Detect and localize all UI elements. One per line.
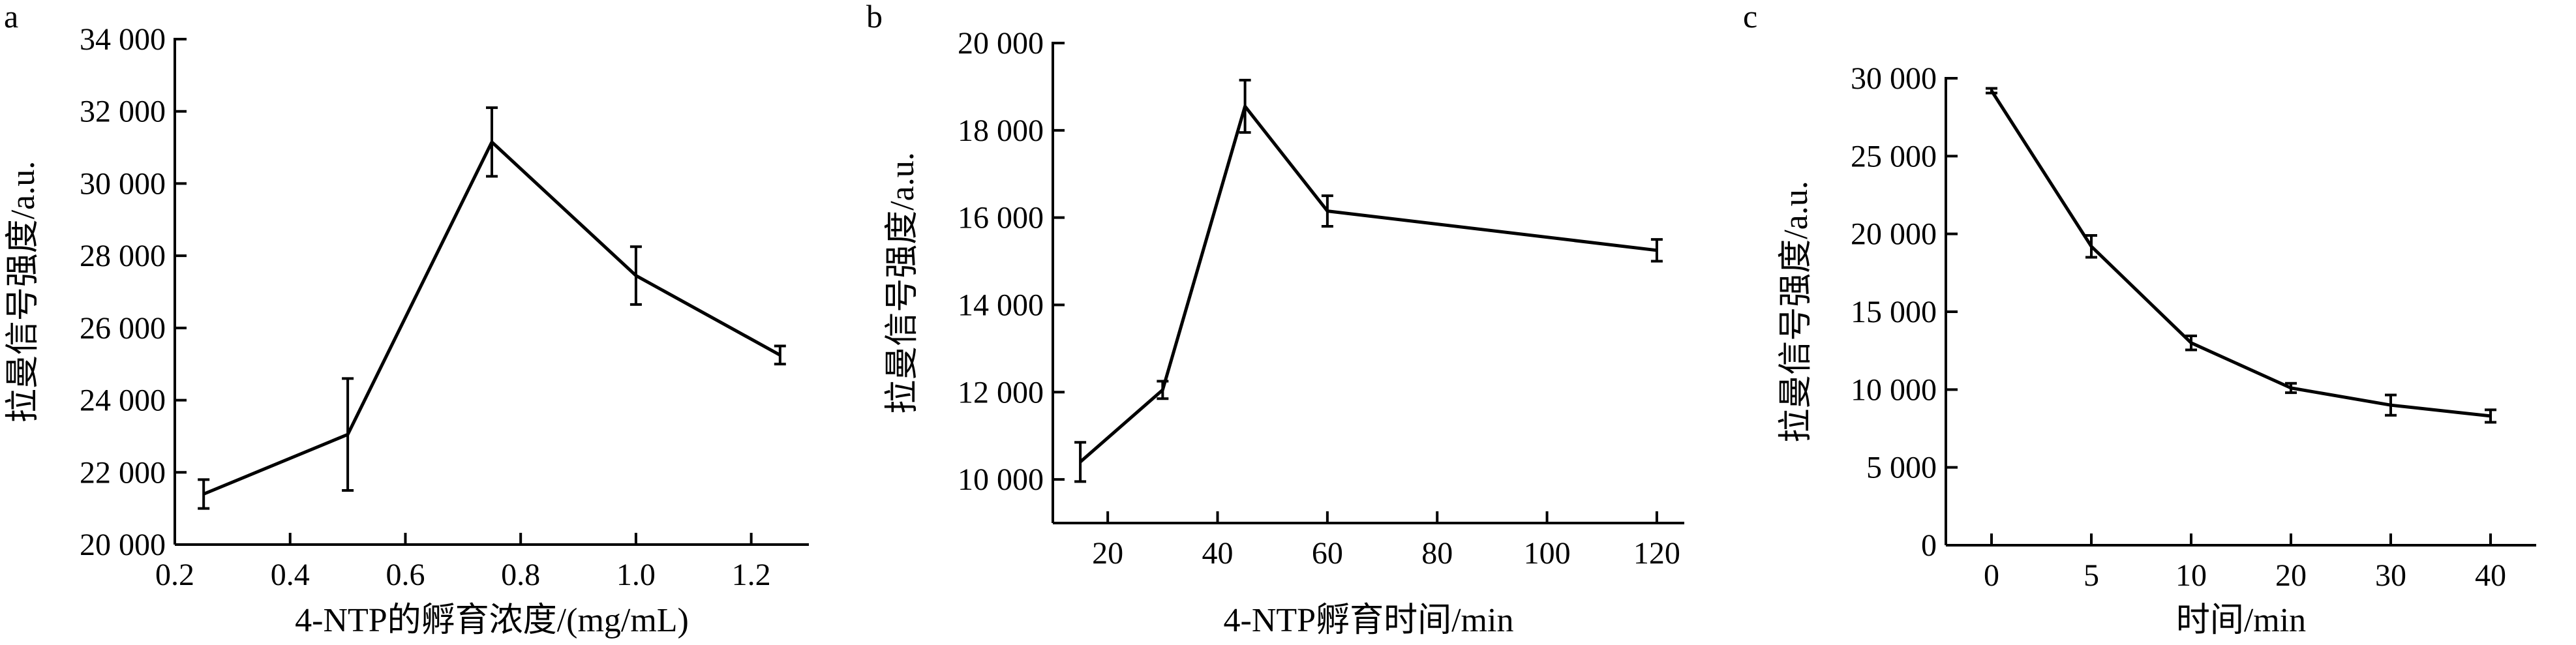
x-tick-label: 0 — [1984, 558, 1999, 593]
y-axis-title: 拉曼信号强度/a.u. — [1778, 181, 1815, 443]
y-tick-label: 10 000 — [958, 462, 1044, 497]
x-tick-label: 30 — [2375, 558, 2406, 593]
x-tick-label: 40 — [1202, 536, 1234, 571]
x-tick-label: 40 — [2475, 558, 2506, 593]
y-tick-label: 28 000 — [80, 239, 166, 273]
y-tick-label: 15 000 — [1851, 295, 1937, 329]
x-tick-label: 0.6 — [386, 558, 425, 592]
y-tick-label: 22 000 — [80, 455, 166, 490]
y-tick-label: 18 000 — [958, 113, 1044, 148]
x-axis-title: 时间/min — [2176, 602, 2306, 639]
y-tick-label: 32 000 — [80, 95, 166, 129]
y-tick-label: 20 000 — [958, 26, 1044, 61]
error-bar — [2385, 393, 2397, 417]
panel-letter: a — [4, 0, 18, 35]
error-bar — [1321, 194, 1333, 228]
y-tick-label: 26 000 — [80, 311, 166, 346]
y-tick-label: 20 000 — [1851, 217, 1937, 252]
panel-c: c 0 5 000 10 000 15 000 20 000 25 000 30 000 0 5 1… — [1743, 0, 2536, 639]
y-tick-label: 12 000 — [958, 375, 1044, 410]
x-tick-label: 60 — [1312, 536, 1343, 571]
x-tick-label: 80 — [1421, 536, 1453, 571]
y-tick-label: 30 000 — [1851, 61, 1937, 96]
y-tick-label: 16 000 — [958, 201, 1044, 235]
x-tick-label: 0.4 — [271, 558, 310, 592]
error-bar — [774, 344, 786, 366]
x-tick-label: 20 — [2275, 558, 2307, 593]
x-tick-label: 1.0 — [616, 558, 656, 592]
y-axis-title: 拉曼信号强度/a.u. — [5, 161, 42, 423]
y-tick-label: 5 000 — [1866, 451, 1937, 485]
y-axis-title: 拉曼信号强度/a.u. — [884, 152, 921, 414]
error-bar — [1239, 78, 1251, 134]
error-bar — [486, 106, 498, 178]
panel-b: b 10 000 12 000 14 000 16 000 18 000 20 000 20 4… — [866, 0, 1684, 639]
series-line — [203, 140, 781, 496]
x-tick-label: 120 — [1633, 536, 1680, 571]
y-tick-label: 34 000 — [80, 22, 166, 57]
panel-a: a 20 000 22 000 24 000 26 000 28 000 30 000 32 … — [4, 0, 809, 639]
x-tick-label: 10 — [2175, 558, 2207, 593]
y-tick-label: 25 000 — [1851, 139, 1937, 173]
x-tick-label: 0.8 — [501, 558, 540, 592]
error-bar — [1157, 380, 1169, 400]
x-tick-label: 0.2 — [155, 558, 194, 592]
x-tick-label: 1.2 — [732, 558, 771, 592]
x-axis-title: 4-NTP的孵育浓度/(mg/mL) — [295, 602, 689, 639]
error-bar — [629, 245, 642, 306]
error-bar — [2485, 408, 2496, 424]
y-tick-label: 0 — [1921, 528, 1937, 563]
error-bar — [2185, 334, 2197, 352]
error-bar — [342, 377, 354, 492]
panel-letter: b — [866, 0, 883, 35]
y-tick-label: 10 000 — [1851, 372, 1937, 407]
x-tick-label: 100 — [1524, 536, 1571, 571]
x-tick-label: 5 — [2084, 558, 2099, 593]
x-axis-title: 4-NTP孵育时间/min — [1224, 602, 1514, 639]
error-bar — [198, 478, 210, 510]
error-bar — [2085, 234, 2097, 259]
y-tick-label: 20 000 — [80, 528, 166, 562]
panel-letter: c — [1743, 0, 1757, 35]
series-line — [1079, 104, 1658, 464]
y-tick-label: 30 000 — [80, 166, 166, 201]
y-tick-label: 24 000 — [80, 383, 166, 418]
series-line — [1990, 89, 2491, 418]
error-bar — [1650, 238, 1663, 263]
error-bar — [2285, 382, 2297, 395]
error-bar — [1074, 441, 1087, 483]
error-bar — [1986, 87, 1997, 95]
y-tick-label: 14 000 — [958, 288, 1044, 322]
x-tick-label: 20 — [1092, 536, 1123, 571]
